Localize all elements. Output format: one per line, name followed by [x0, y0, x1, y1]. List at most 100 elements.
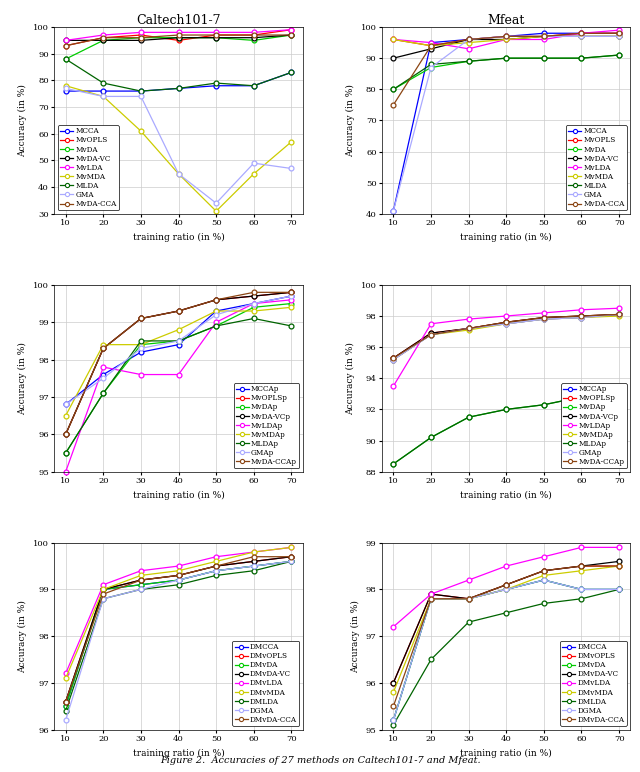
- DMvDA-CCA: [540, 566, 548, 575]
- DMvLDA: [137, 566, 145, 575]
- DMvLDA: [62, 669, 70, 678]
- MvDA: [250, 36, 258, 45]
- MCCA: [99, 86, 107, 96]
- DMvDA: [427, 594, 435, 604]
- MvMDAp: [465, 325, 472, 334]
- MvDA-CCAp: [465, 323, 472, 333]
- DMvDA-CCA: [287, 552, 295, 561]
- Line: DMvMDA: DMvMDA: [63, 545, 294, 681]
- DMCCA: [62, 702, 70, 711]
- DMvDA: [540, 575, 548, 584]
- GMA: [465, 35, 472, 44]
- MCCA: [175, 84, 182, 93]
- MvOPLS: [175, 36, 182, 45]
- MLDAp: [212, 321, 220, 330]
- MvDAp: [137, 340, 145, 349]
- MvDA-VCp: [287, 288, 295, 297]
- DMvDA: [465, 594, 472, 604]
- MvDA-VCp: [465, 323, 472, 333]
- MvDA-VCp: [502, 317, 510, 327]
- DMLDA: [62, 706, 70, 716]
- DMvMDA: [212, 557, 220, 566]
- DMLDA: [615, 584, 623, 594]
- MvOPLS: [212, 30, 220, 39]
- MvMDA: [502, 35, 510, 44]
- DMvDA-VC: [465, 594, 472, 604]
- MvOPLS: [390, 35, 397, 44]
- GMA: [250, 158, 258, 168]
- MvLDAp: [137, 370, 145, 379]
- DGMA: [99, 594, 107, 604]
- DMLDA: [427, 655, 435, 664]
- DMvOPLS: [212, 561, 220, 571]
- DMvDA-CCA: [427, 594, 435, 604]
- Line: DMvDA-VC: DMvDA-VC: [391, 559, 621, 686]
- MvDA-VC: [540, 32, 548, 41]
- MvDA-CCAp: [578, 311, 586, 320]
- MvMDAp: [250, 306, 258, 316]
- MLDAp: [615, 389, 623, 398]
- MvDA-VC: [502, 35, 510, 44]
- GMA: [502, 32, 510, 41]
- MvLDAp: [250, 299, 258, 308]
- MvDA-CCA: [465, 35, 472, 44]
- DMLDA: [465, 618, 472, 627]
- DMvDA-CCA: [62, 697, 70, 706]
- Line: DMvDA-VC: DMvDA-VC: [63, 554, 294, 704]
- MvOPLS: [540, 32, 548, 41]
- DMvMDA: [540, 571, 548, 580]
- Line: MvDA-VCp: MvDA-VCp: [391, 312, 621, 361]
- MvDA-VCp: [427, 329, 435, 338]
- GMAp: [465, 323, 472, 333]
- Line: MvDA-CCA: MvDA-CCA: [391, 31, 621, 107]
- MLDA: [212, 79, 220, 88]
- DMCCA: [137, 580, 145, 589]
- MvDA-VCp: [615, 310, 623, 319]
- MvDA: [578, 53, 586, 63]
- DMLDA: [578, 594, 586, 604]
- MvDA: [615, 50, 623, 59]
- X-axis label: training ratio (in %): training ratio (in %): [460, 491, 552, 500]
- MLDAp: [540, 400, 548, 409]
- DMvMDA: [287, 543, 295, 552]
- DMCCA: [540, 575, 548, 584]
- DMvMDA: [502, 584, 510, 594]
- MvDA-VCp: [540, 313, 548, 322]
- DMCCA: [99, 584, 107, 594]
- MvLDAp: [615, 303, 623, 313]
- DMvMDA: [62, 673, 70, 682]
- MvDAp: [427, 433, 435, 442]
- GMA: [540, 32, 548, 41]
- MCCAp: [427, 330, 435, 340]
- MvDA-CCA: [615, 29, 623, 38]
- X-axis label: training ratio (in %): training ratio (in %): [460, 233, 552, 242]
- MLDAp: [137, 337, 145, 346]
- MvDA-VCp: [390, 354, 397, 363]
- MvDA-VC: [175, 33, 182, 42]
- Line: MCCA: MCCA: [63, 70, 294, 93]
- MvMDA: [250, 169, 258, 178]
- DMvOPLS: [175, 571, 182, 580]
- MCCAp: [137, 347, 145, 357]
- MvDA: [465, 56, 472, 66]
- MvMDAp: [175, 325, 182, 334]
- MvDA: [287, 30, 295, 39]
- MLDAp: [62, 449, 70, 458]
- DMvLDA: [465, 575, 472, 584]
- MCCA: [615, 29, 623, 38]
- MvDA-VC: [99, 36, 107, 45]
- Line: MvDA-CCA: MvDA-CCA: [63, 32, 294, 48]
- MCCAp: [212, 306, 220, 316]
- MvOPLS: [465, 35, 472, 44]
- GMA: [62, 84, 70, 93]
- DMvOPLS: [99, 584, 107, 594]
- GMAp: [62, 400, 70, 409]
- Line: DMvDA-CCA: DMvDA-CCA: [391, 564, 621, 709]
- DMvDA-VC: [502, 580, 510, 589]
- DMLDA: [175, 580, 182, 589]
- DMvDA-VC: [250, 557, 258, 566]
- Line: MvLDAp: MvLDAp: [63, 297, 294, 474]
- MvDA-VC: [465, 35, 472, 44]
- MvDAp: [578, 392, 586, 401]
- GMAp: [175, 337, 182, 346]
